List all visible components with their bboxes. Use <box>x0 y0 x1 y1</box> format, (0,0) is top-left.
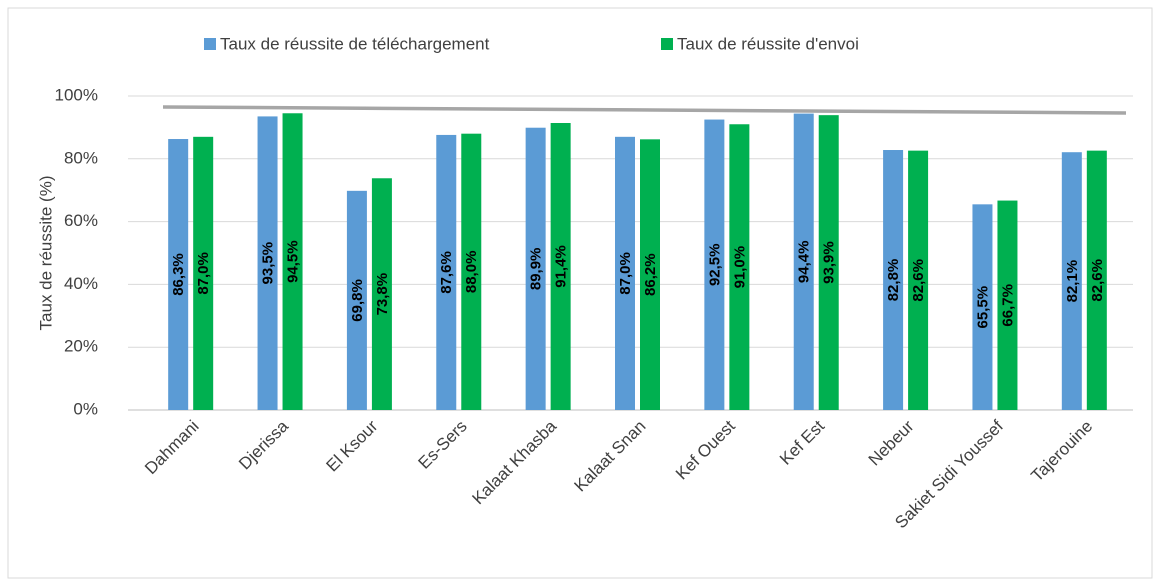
bar <box>972 204 993 410</box>
value-label: 93,5% <box>260 242 277 285</box>
value-label: 82,6% <box>1089 259 1106 302</box>
bar <box>371 178 392 410</box>
value-label: 87,0% <box>617 252 634 295</box>
value-label: 82,6% <box>910 259 927 302</box>
bar <box>550 123 571 410</box>
value-label: 82,8% <box>885 259 902 302</box>
bar <box>525 127 546 411</box>
bar <box>282 113 303 411</box>
bar <box>908 150 929 411</box>
value-label: 66,7% <box>999 284 1016 327</box>
y-tick-label: 0% <box>73 399 98 418</box>
value-label: 87,6% <box>438 251 455 294</box>
bar <box>997 200 1018 410</box>
bar <box>704 119 725 411</box>
bar <box>818 115 839 411</box>
bar <box>168 139 189 410</box>
bar <box>1061 152 1082 410</box>
legend-swatch <box>204 38 216 50</box>
value-label: 88,0% <box>463 251 480 294</box>
value-label: 91,4% <box>553 245 570 288</box>
bar <box>346 190 367 410</box>
value-label: 94,4% <box>796 241 813 284</box>
value-label: 86,3% <box>170 253 187 296</box>
value-label: 94,5% <box>285 240 302 283</box>
value-label: 87,0% <box>195 252 212 295</box>
value-label: 65,5% <box>974 286 991 329</box>
legend-label: Taux de réussite de téléchargement <box>220 34 490 53</box>
bar <box>640 139 660 410</box>
bar <box>257 116 278 410</box>
value-label: 82,1% <box>1064 260 1081 303</box>
bar <box>793 113 814 411</box>
bar <box>461 133 482 410</box>
y-tick-label: 60% <box>64 211 98 230</box>
legend-label: Taux de réussite d'envoi <box>677 34 859 53</box>
y-axis-label: Taux de réussite (%) <box>36 176 55 331</box>
value-label: 89,9% <box>528 248 545 291</box>
value-label: 91,0% <box>731 246 748 289</box>
value-label: 93,9% <box>821 241 838 284</box>
bar <box>883 150 904 410</box>
legend-swatch <box>661 38 673 50</box>
value-label: 86,2% <box>642 253 659 296</box>
value-label: 69,8% <box>349 279 366 322</box>
y-tick-label: 20% <box>64 337 98 356</box>
bar <box>436 134 457 410</box>
value-label: 73,8% <box>374 273 391 316</box>
y-tick-label: 40% <box>64 274 98 293</box>
bar <box>1086 150 1107 411</box>
bar <box>193 136 214 410</box>
value-label: 92,5% <box>706 244 723 287</box>
y-tick-label: 80% <box>64 148 98 167</box>
bar <box>729 124 750 410</box>
y-tick-label: 100% <box>55 85 98 104</box>
bar <box>615 136 635 410</box>
reference-line <box>162 105 1127 115</box>
